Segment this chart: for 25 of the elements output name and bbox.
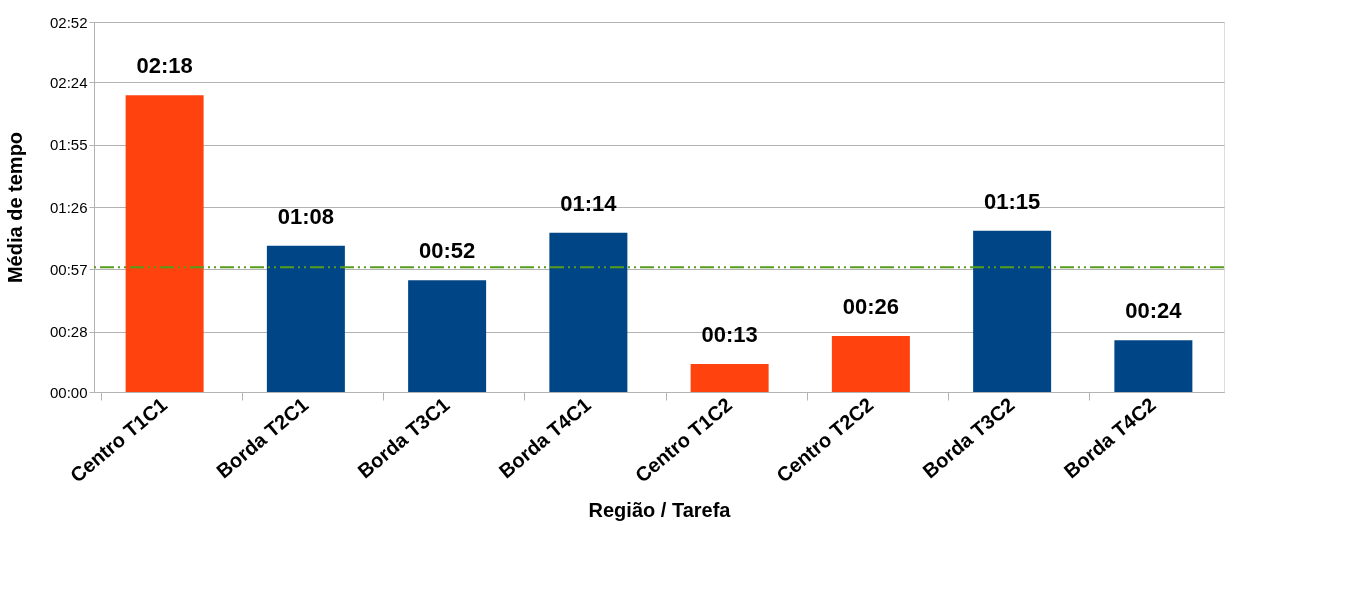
bar [125,95,204,392]
bar [266,245,345,392]
x-axis-title: Região / Tarefa [588,498,732,521]
y-tick-label: 02:52 [49,13,88,31]
data-label: 01:14 [560,190,618,216]
y-tick-label: 01:26 [49,198,88,216]
data-label: 02:18 [136,53,193,79]
data-label: 00:26 [842,294,900,320]
y-axis-title: Média de tempo [3,131,26,284]
y-tick-label: 00:28 [49,323,88,341]
data-label: 00:24 [1125,298,1183,324]
data-label: 01:08 [277,203,335,229]
y-tick-label: 00:00 [49,383,88,401]
bar [408,280,487,392]
y-tick-label: 00:57 [49,260,88,278]
bar [549,232,628,392]
data-label: 00:13 [701,322,758,348]
bar [690,364,769,392]
data-label: 00:52 [418,238,476,264]
y-tick-label: 01:55 [49,136,88,154]
bar [973,230,1052,392]
y-tick-label: 02:24 [49,73,88,91]
bar [1114,340,1193,392]
bar [831,336,910,392]
data-label: 01:15 [983,188,1041,214]
